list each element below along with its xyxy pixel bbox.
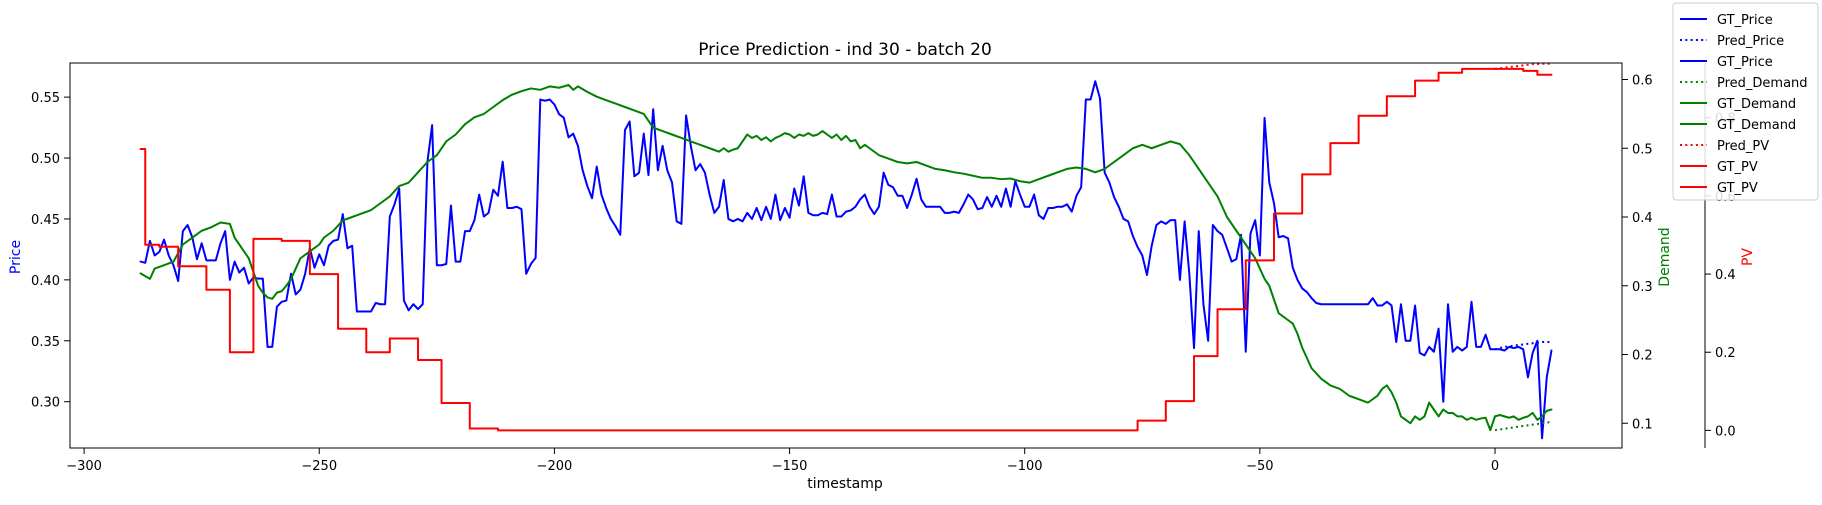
demand-tick-label: 0.3 — [1632, 280, 1653, 295]
price-tick-label: 0.50 — [31, 152, 60, 167]
series-line-gt-price-0 — [139, 80, 1497, 403]
x-tick-label: −300 — [66, 459, 102, 474]
price-tick-label: 0.45 — [31, 213, 60, 228]
x-axis-label: timestamp — [807, 476, 883, 492]
series-line-pred-pv-8 — [1494, 62, 1552, 70]
chart-title: Price Prediction - ind 30 - batch 20 — [698, 40, 992, 60]
x-tick-label: −100 — [1007, 459, 1043, 474]
series-line-gt-pv-7 — [1494, 67, 1553, 76]
price-tick-label: 0.55 — [31, 91, 60, 106]
legend-label: GT_Price — [1717, 55, 1773, 70]
legend-label: Pred_Price — [1717, 34, 1784, 49]
legend-box — [1672, 2, 1819, 201]
price-tick-label: 0.35 — [31, 335, 60, 350]
price-axis-label: Price — [8, 240, 24, 274]
x-tick-label: −50 — [1246, 459, 1273, 474]
demand-tick-label: 0.4 — [1632, 211, 1653, 226]
pv-tick-label: 0.0 — [1715, 424, 1736, 439]
demand-tick-label: 0.6 — [1632, 74, 1653, 89]
x-tick-label: 0 — [1491, 459, 1499, 474]
legend: GT_Price Pred_Price GT_Price Pred_Demand GT_… — [1672, 2, 1819, 201]
legend-label: GT_PV — [1717, 160, 1758, 175]
plot-layer — [139, 62, 1553, 440]
legend-label: GT_Demand — [1717, 97, 1796, 112]
demand-tick-label: 0.2 — [1632, 349, 1653, 364]
demand-tick-label: 0.1 — [1632, 417, 1653, 432]
legend-label: Pred_Demand — [1717, 76, 1808, 91]
plot-frame — [69, 62, 1623, 449]
series-line-gt-pv-6 — [139, 67, 1497, 432]
legend-label: GT_Price — [1717, 13, 1773, 28]
pv-tick-label: 0.2 — [1715, 346, 1736, 361]
series-line-gt-price-1 — [1494, 339, 1553, 440]
legend-label: GT_Demand — [1717, 118, 1796, 133]
legend-label: Pred_PV — [1717, 139, 1769, 154]
x-tick-label: −250 — [301, 459, 337, 474]
price-tick-label: 0.30 — [31, 396, 60, 411]
demand-tick-label: 0.5 — [1632, 142, 1653, 157]
series-line-gt-demand-4 — [1494, 408, 1553, 421]
pv-axis-label: PV — [1740, 248, 1756, 266]
x-tick-label: −150 — [772, 459, 808, 474]
legend-label: GT_PV — [1717, 181, 1758, 196]
pv-tick-label: 0.4 — [1715, 268, 1736, 283]
price-tick-label: 0.40 — [31, 274, 60, 289]
series-line-gt-demand-3 — [139, 84, 1497, 432]
x-tick-label: −200 — [537, 459, 573, 474]
axes-layer: −300 −250 −200 −150 −100 −50 0 0.30 0.35 0.40 0.45… — [31, 62, 1736, 474]
demand-axis-label: Demand — [1657, 227, 1673, 286]
